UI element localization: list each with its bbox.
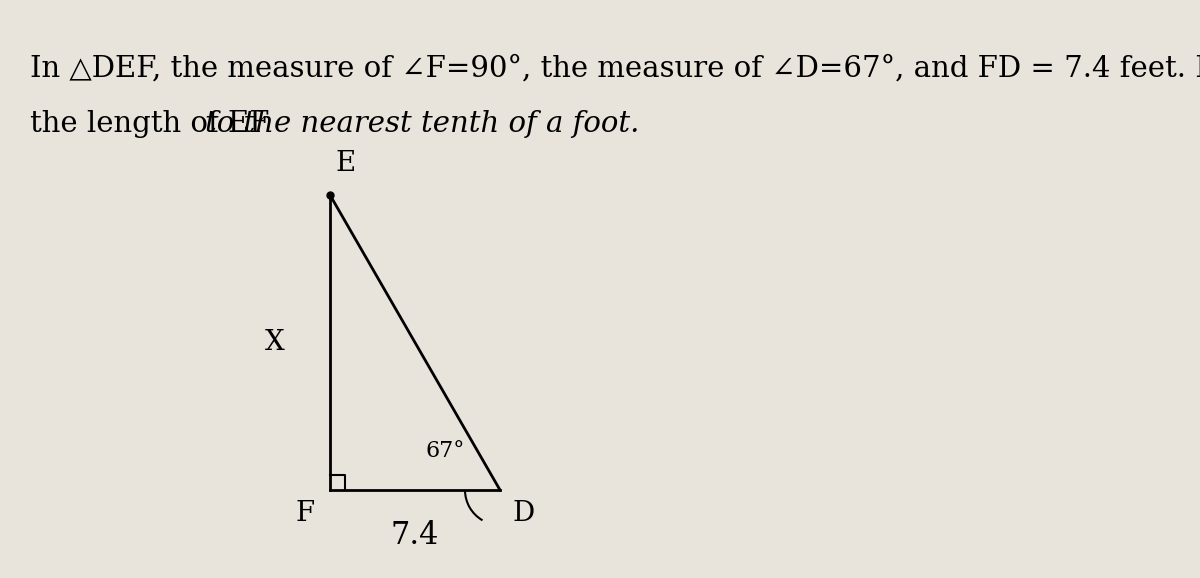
Text: D: D [512,500,534,527]
Text: 7.4: 7.4 [391,520,439,551]
Text: X: X [265,329,284,356]
Text: to the nearest tenth of a foot.: to the nearest tenth of a foot. [205,110,640,138]
Text: F: F [295,500,314,527]
Text: In △DEF, the measure of ∠F=90°, the measure of ∠D=67°, and FD = 7.4 feet. Find: In △DEF, the measure of ∠F=90°, the meas… [30,55,1200,83]
Text: E: E [335,150,355,177]
Text: the length of EF: the length of EF [30,110,278,138]
Text: 67°: 67° [425,440,464,462]
